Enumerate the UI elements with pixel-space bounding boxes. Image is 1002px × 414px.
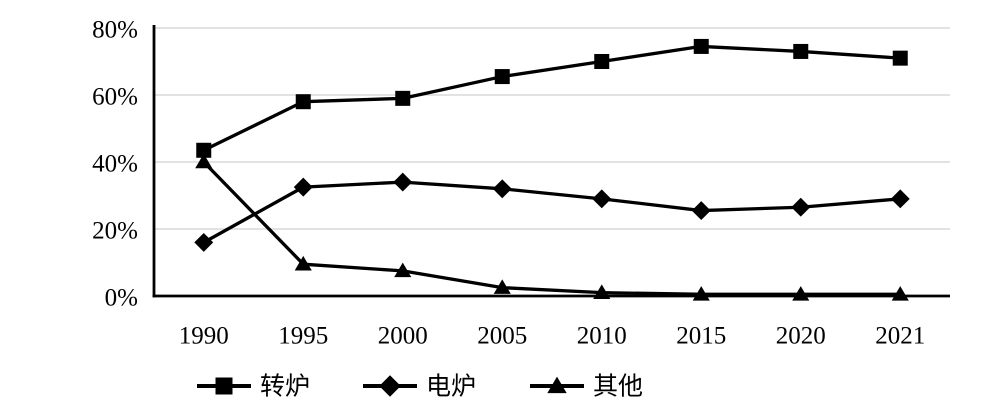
legend-electric-furnace-diamond-marker — [379, 375, 401, 397]
electric-furnace-diamond-marker — [592, 189, 612, 209]
y-tick-label: 60% — [92, 84, 138, 111]
x-tick-label: 1990 — [179, 323, 229, 350]
converter-square-marker — [295, 94, 311, 110]
converter-square-marker — [892, 50, 908, 66]
electric-furnace-diamond-marker — [791, 197, 811, 217]
series-converter — [196, 38, 908, 158]
x-tick-label: 2015 — [676, 323, 726, 350]
x-tick-label: 1995 — [278, 323, 328, 350]
other-triangle-marker — [891, 286, 909, 301]
series-electric-furnace — [194, 172, 910, 252]
converter-square-marker — [693, 38, 709, 54]
other-triangle-marker — [692, 286, 710, 301]
y-tick-label: 80% — [92, 17, 138, 44]
converter-square-marker — [594, 54, 610, 69]
legend-label-electric-furnace: 电炉 — [426, 373, 476, 401]
x-tick-label: 2021 — [875, 323, 925, 350]
legend-other-triangle-marker — [547, 376, 567, 394]
converter-square-marker — [793, 43, 809, 59]
series-line-electric-furnace — [202, 180, 901, 244]
series-other — [195, 153, 909, 301]
legend: 转炉 电炉 其他 — [197, 373, 643, 401]
x-tick-label: 2005 — [477, 323, 527, 350]
other-triangle-marker — [593, 284, 611, 299]
legend-item-other: 其他 — [530, 373, 643, 401]
other-triangle-marker — [195, 153, 213, 169]
other-triangle-marker — [294, 255, 312, 271]
legend-label-converter: 转炉 — [260, 373, 310, 401]
electric-furnace-diamond-marker — [890, 189, 910, 209]
other-triangle-marker — [792, 286, 810, 301]
electric-furnace-diamond-marker — [293, 177, 313, 197]
electric-furnace-diamond-marker — [492, 179, 512, 199]
converter-square-marker — [494, 69, 510, 85]
y-tick-label: 0% — [105, 285, 138, 312]
electric-furnace-diamond-marker — [691, 201, 711, 221]
electric-furnace-diamond-marker — [393, 172, 413, 192]
legend-label-other: 其他 — [593, 373, 643, 401]
converter-square-marker — [395, 90, 411, 106]
x-tick-label: 2010 — [577, 323, 627, 350]
legend-item-electric-furnace: 电炉 — [363, 373, 476, 401]
other-triangle-marker — [493, 279, 511, 294]
other-triangle-marker — [394, 262, 412, 278]
legend-converter-square-marker — [215, 377, 233, 395]
y-tick-label: 20% — [92, 218, 138, 245]
converter-square-marker — [196, 142, 212, 158]
y-tick-label: 40% — [92, 151, 138, 178]
electric-furnace-diamond-marker — [194, 232, 214, 252]
x-tick-label: 2020 — [776, 323, 826, 350]
series-line-other — [202, 160, 901, 296]
legend-item-converter: 转炉 — [197, 373, 310, 401]
x-tick-label: 2000 — [378, 323, 428, 350]
series-line-converter — [203, 44, 901, 152]
